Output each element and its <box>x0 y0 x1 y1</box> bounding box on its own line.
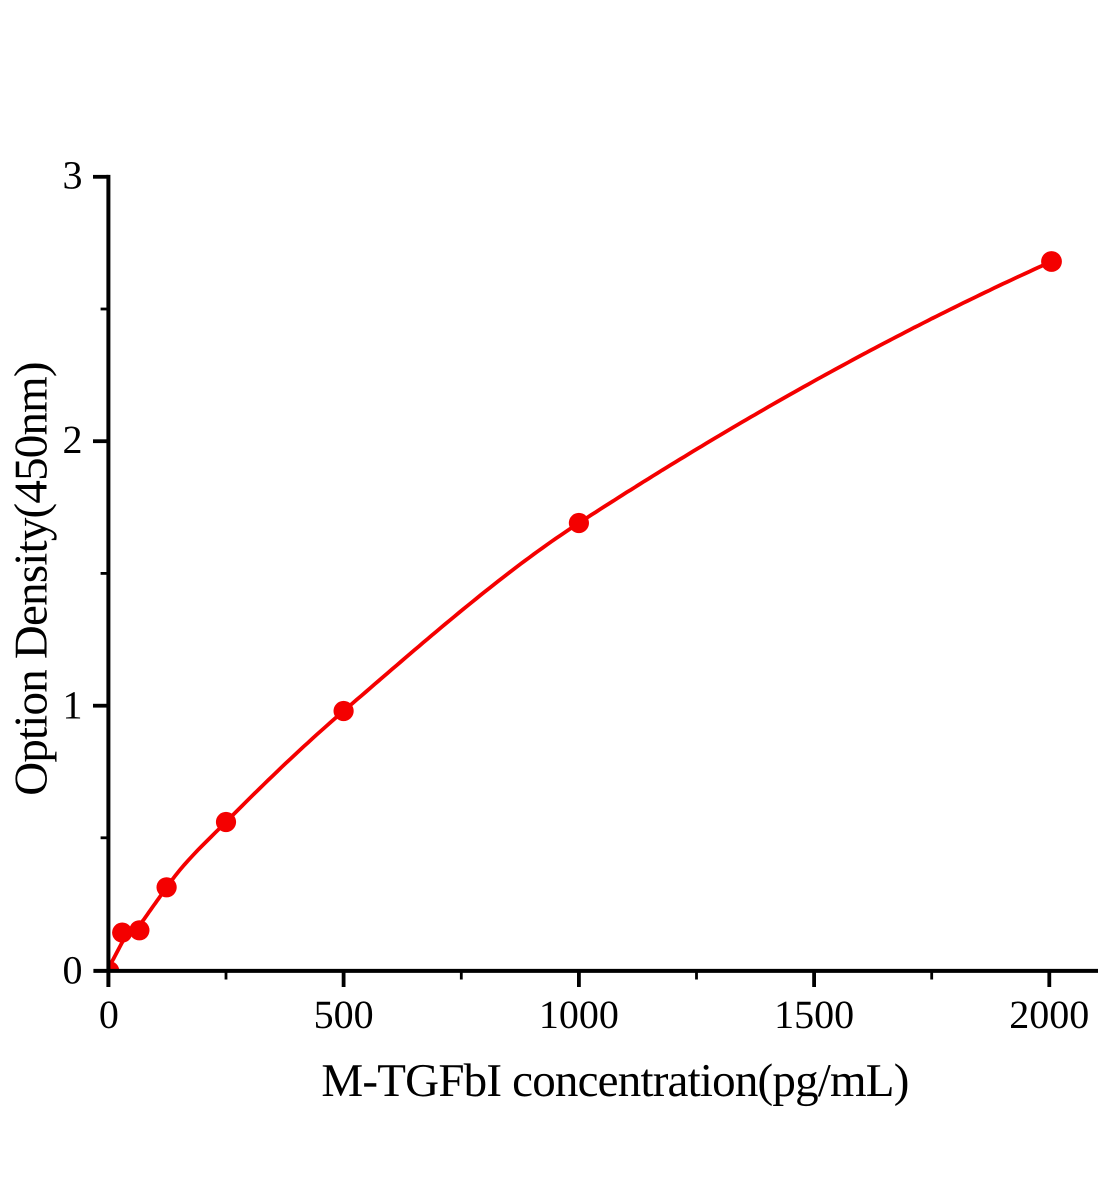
svg-text:1500: 1500 <box>774 992 854 1037</box>
svg-text:M-TGFbI concentration(pg/mL): M-TGFbI concentration(pg/mL) <box>321 1055 908 1107</box>
svg-text:Option Density(450nm): Option Density(450nm) <box>6 362 58 796</box>
svg-text:0: 0 <box>99 992 119 1037</box>
svg-text:500: 500 <box>314 992 374 1037</box>
svg-text:1000: 1000 <box>539 992 619 1037</box>
svg-text:1: 1 <box>63 683 83 728</box>
svg-text:3: 3 <box>63 153 83 198</box>
svg-text:0: 0 <box>63 948 83 993</box>
svg-text:2000: 2000 <box>1009 992 1089 1037</box>
svg-text:2: 2 <box>63 417 83 462</box>
